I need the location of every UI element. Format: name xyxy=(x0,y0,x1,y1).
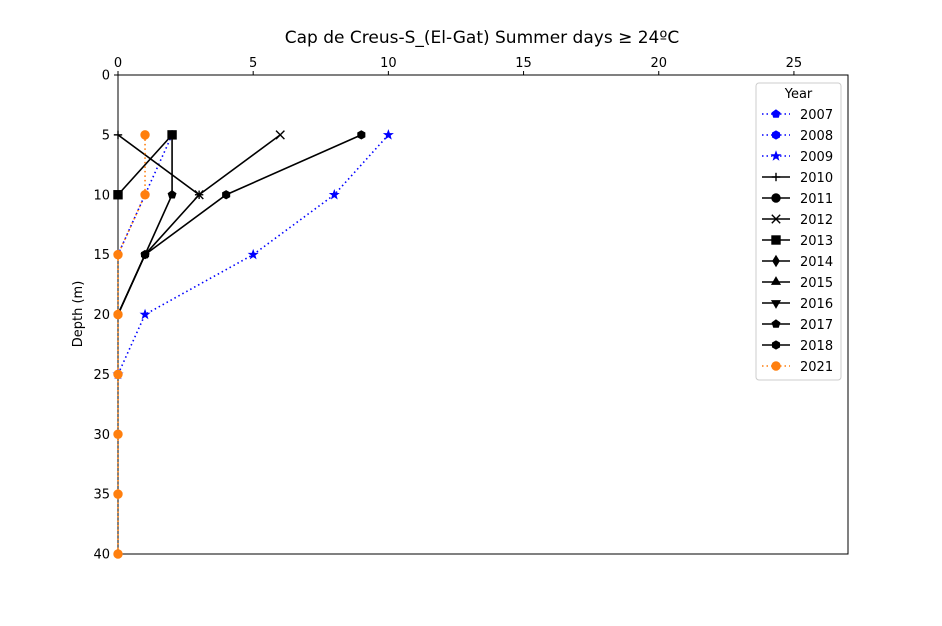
y-tick-label: 5 xyxy=(102,128,110,143)
series-2012 xyxy=(194,130,285,200)
legend-marker xyxy=(770,150,782,161)
legend-label: 2012 xyxy=(800,213,833,228)
legend-title: Year xyxy=(784,87,813,102)
chart-title: Cap de Creus-S_(El-Gat) Summer days ≥ 24… xyxy=(285,28,680,48)
y-tick-label: 40 xyxy=(93,548,110,563)
data-point-2009 xyxy=(328,188,340,200)
legend-marker xyxy=(771,340,781,350)
data-point-2009 xyxy=(382,129,394,140)
legend-item-2016: 2016 xyxy=(762,297,833,312)
data-point-2009 xyxy=(139,308,151,320)
legend-marker xyxy=(771,109,781,118)
legend-label: 2015 xyxy=(800,276,833,291)
legend-label: 2010 xyxy=(800,171,833,186)
data-point-2012 xyxy=(194,190,204,200)
legend-item-2017: 2017 xyxy=(762,318,833,333)
y-tick-label: 25 xyxy=(93,368,110,383)
marker-stroke xyxy=(194,190,204,200)
series-2009 xyxy=(112,129,394,380)
data-point-2021 xyxy=(113,369,123,380)
legend-item-2021: 2021 xyxy=(762,360,833,375)
data-point-2021 xyxy=(140,130,150,140)
series-2021 xyxy=(113,130,150,559)
series-2018 xyxy=(113,130,366,320)
x-tick-label: 5 xyxy=(249,56,257,71)
x-tick-label: 20 xyxy=(650,56,667,71)
marker-stroke xyxy=(771,214,781,224)
legend-label: 2009 xyxy=(800,150,833,165)
y-tick-label: 30 xyxy=(93,428,110,443)
data-point-2009 xyxy=(247,248,259,260)
data-point-2017 xyxy=(167,130,177,139)
legend-item-2011: 2011 xyxy=(762,192,833,207)
series-line-2012 xyxy=(198,134,281,196)
y-tick-label: 15 xyxy=(93,248,110,263)
legend-item-2012: 2012 xyxy=(762,213,833,228)
y-tick-label: 10 xyxy=(93,188,110,203)
series-line-2013 xyxy=(117,134,173,196)
x-tick-label: 25 xyxy=(786,56,803,71)
data-point-2013 xyxy=(113,190,123,200)
legend-item-2007: 2007 xyxy=(762,108,833,123)
legend-label: 2017 xyxy=(800,318,833,333)
data-point-2010 xyxy=(113,130,123,140)
data-point-2021 xyxy=(113,249,123,260)
series-line-2017 xyxy=(117,134,173,315)
legend-item-2014: 2014 xyxy=(762,254,833,270)
legend-label: 2008 xyxy=(800,129,833,144)
legend-box xyxy=(755,82,842,381)
data-point-2018 xyxy=(140,249,150,260)
legend-marker xyxy=(770,300,782,309)
series-2013 xyxy=(113,130,177,200)
y-tick-label: 35 xyxy=(93,488,110,503)
legend-label: 2014 xyxy=(800,255,833,270)
data-point-2018 xyxy=(222,190,231,200)
data-point-2021 xyxy=(113,429,123,439)
legend-item-2009: 2009 xyxy=(762,150,833,165)
legend-marker xyxy=(771,319,781,328)
plot-frame xyxy=(117,74,849,555)
plot-area: 0 5 10 15 20 25 0 5 10 15 20 25 30 35 40 xyxy=(93,56,849,563)
data-point-2021 xyxy=(140,190,150,200)
legend-item-2015: 2015 xyxy=(762,276,833,291)
x-tick-label: 0 xyxy=(114,56,122,71)
legend-marker xyxy=(770,276,782,285)
x-tick-label: 10 xyxy=(380,56,397,71)
data-point-2021 xyxy=(113,489,123,499)
legend-label: 2007 xyxy=(800,108,833,123)
legend-label: 2011 xyxy=(800,192,833,207)
legend-label: 2021 xyxy=(800,360,833,375)
marker-stroke xyxy=(275,130,285,140)
data-point-2012 xyxy=(275,130,285,140)
data-point-2021 xyxy=(113,309,123,320)
y-axis-label: Depth (m) xyxy=(71,281,86,348)
data-point-2021 xyxy=(113,549,123,559)
legend-marker xyxy=(771,130,781,140)
y-tick-label: 0 xyxy=(102,69,110,84)
legend-marker xyxy=(771,361,781,371)
legend-label: 2013 xyxy=(800,234,833,249)
legend-item-2008: 2008 xyxy=(762,129,833,144)
legend-marker xyxy=(772,254,780,268)
x-tick-label: 15 xyxy=(515,56,532,71)
legend-marker xyxy=(771,172,781,182)
legend-item-2018: 2018 xyxy=(762,339,833,354)
legend-marker xyxy=(771,214,781,224)
legend-item-2013: 2013 xyxy=(762,234,833,249)
legend-marker xyxy=(771,193,781,203)
legend-label: 2016 xyxy=(800,297,833,312)
data-point-2018 xyxy=(357,130,366,140)
legend-label: 2018 xyxy=(800,339,833,354)
legend: Year 2007 2008 2009 2010 2011 2012 2013 2014 2015… xyxy=(755,82,842,381)
legend-marker xyxy=(771,235,781,245)
series-line-2018 xyxy=(117,134,362,315)
data-point-2017 xyxy=(167,190,177,199)
y-tick-label: 20 xyxy=(93,308,110,323)
legend-item-2010: 2010 xyxy=(762,171,833,186)
